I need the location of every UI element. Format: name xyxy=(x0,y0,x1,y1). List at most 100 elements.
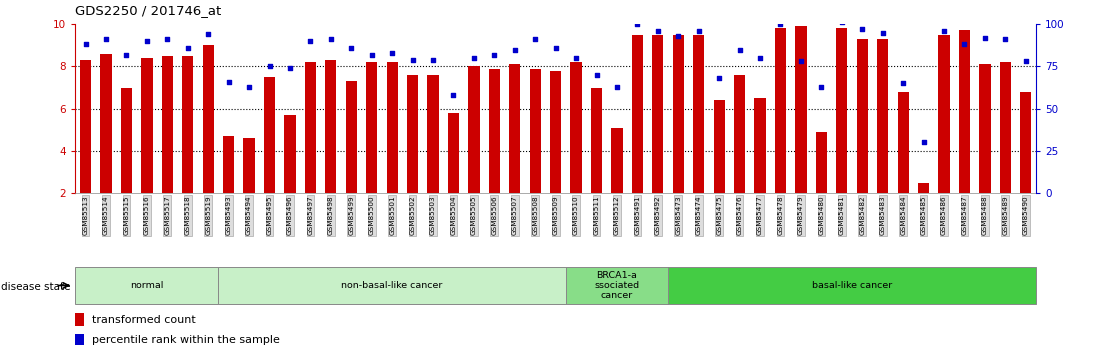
Text: GSM85509: GSM85509 xyxy=(553,195,558,235)
Bar xyxy=(612,128,623,193)
Point xyxy=(240,84,258,89)
Point xyxy=(117,52,135,57)
Bar xyxy=(958,30,971,193)
Point xyxy=(138,38,156,44)
Bar xyxy=(366,62,378,193)
Text: transformed count: transformed count xyxy=(92,315,195,325)
Text: GSM85517: GSM85517 xyxy=(164,195,171,235)
Point xyxy=(547,45,565,51)
Bar xyxy=(489,69,500,193)
Text: GSM85473: GSM85473 xyxy=(675,195,681,235)
Point xyxy=(874,30,892,35)
Text: GSM85487: GSM85487 xyxy=(962,195,967,235)
Text: GSM85508: GSM85508 xyxy=(532,195,538,235)
Text: GSM85500: GSM85500 xyxy=(369,195,375,235)
Text: GSM85504: GSM85504 xyxy=(451,195,456,235)
Bar xyxy=(244,138,255,193)
Point xyxy=(465,55,483,61)
Text: GSM85485: GSM85485 xyxy=(921,195,926,235)
Bar xyxy=(815,132,827,193)
Bar xyxy=(387,62,398,193)
Text: GSM85518: GSM85518 xyxy=(185,195,191,235)
Bar xyxy=(694,35,705,193)
Text: GDS2250 / 201746_at: GDS2250 / 201746_at xyxy=(75,4,222,17)
FancyBboxPatch shape xyxy=(218,267,566,304)
Text: GSM85477: GSM85477 xyxy=(757,195,763,235)
Text: GSM85507: GSM85507 xyxy=(512,195,517,235)
Point xyxy=(833,20,851,25)
Point xyxy=(608,84,626,89)
Point xyxy=(935,28,953,34)
Bar xyxy=(346,81,357,193)
Text: GSM85486: GSM85486 xyxy=(941,195,947,235)
Point xyxy=(444,92,462,98)
Point xyxy=(526,37,544,42)
Text: GSM85506: GSM85506 xyxy=(491,195,497,235)
Point xyxy=(199,31,217,37)
Point xyxy=(383,50,401,56)
Bar xyxy=(837,28,848,193)
Point xyxy=(322,37,340,42)
Point xyxy=(506,47,524,52)
Text: GSM85483: GSM85483 xyxy=(880,195,885,235)
Text: GSM85516: GSM85516 xyxy=(144,195,150,235)
Bar xyxy=(264,77,275,193)
Text: GSM85496: GSM85496 xyxy=(287,195,293,235)
FancyBboxPatch shape xyxy=(668,267,1036,304)
Point xyxy=(485,52,503,57)
Bar xyxy=(510,64,521,193)
Bar xyxy=(897,92,909,193)
Point xyxy=(260,63,278,69)
Text: GSM85480: GSM85480 xyxy=(819,195,824,235)
Text: GSM85476: GSM85476 xyxy=(737,195,742,235)
Bar xyxy=(714,100,725,193)
Text: GSM85515: GSM85515 xyxy=(123,195,130,235)
Point xyxy=(567,55,585,61)
Text: GSM85511: GSM85511 xyxy=(594,195,599,235)
Text: GSM85512: GSM85512 xyxy=(614,195,620,235)
Point xyxy=(178,45,196,51)
Bar xyxy=(141,58,153,193)
Bar xyxy=(326,60,337,193)
Point xyxy=(751,55,769,61)
Point xyxy=(98,37,115,42)
Text: GSM85488: GSM85488 xyxy=(982,195,988,235)
Bar xyxy=(1020,92,1032,193)
Bar xyxy=(530,69,541,193)
Text: GSM85497: GSM85497 xyxy=(307,195,314,235)
Bar xyxy=(878,39,889,193)
Bar xyxy=(223,136,234,193)
Point xyxy=(76,42,94,47)
Point xyxy=(812,84,830,89)
Point xyxy=(669,33,687,39)
Bar xyxy=(673,35,684,193)
Bar xyxy=(917,183,930,193)
Bar xyxy=(407,75,418,193)
FancyBboxPatch shape xyxy=(566,267,668,304)
Text: GSM85479: GSM85479 xyxy=(798,195,804,235)
Point xyxy=(996,37,1014,42)
Text: GSM85475: GSM85475 xyxy=(716,195,722,235)
Text: percentile rank within the sample: percentile rank within the sample xyxy=(92,335,279,345)
Bar xyxy=(591,88,602,193)
Text: GSM85510: GSM85510 xyxy=(573,195,579,235)
Point xyxy=(362,52,380,57)
Bar xyxy=(121,88,132,193)
Bar xyxy=(774,28,786,193)
Point xyxy=(628,21,646,27)
Point xyxy=(915,140,933,145)
Text: GSM85513: GSM85513 xyxy=(83,195,89,235)
Bar xyxy=(979,64,991,193)
Text: GSM85474: GSM85474 xyxy=(696,195,701,235)
Bar xyxy=(182,56,194,193)
Point xyxy=(403,57,421,62)
Bar xyxy=(305,62,316,193)
Bar xyxy=(101,54,112,193)
Bar xyxy=(469,66,480,193)
Text: GSM85519: GSM85519 xyxy=(205,195,212,235)
Text: GSM85493: GSM85493 xyxy=(226,195,232,235)
Bar xyxy=(999,62,1010,193)
Text: GSM85498: GSM85498 xyxy=(328,195,334,235)
Text: GSM85499: GSM85499 xyxy=(348,195,355,235)
Bar xyxy=(856,39,868,193)
